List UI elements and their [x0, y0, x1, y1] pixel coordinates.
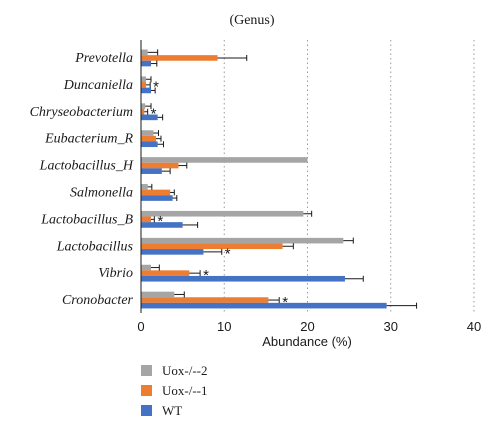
- legend-swatch: [141, 365, 152, 376]
- bar: [141, 60, 151, 67]
- bar: [141, 49, 148, 56]
- x-tick-label: 0: [137, 319, 144, 334]
- bar: [141, 157, 308, 163]
- bar: [141, 302, 387, 309]
- chart-title: (Genus): [229, 13, 274, 28]
- legend-swatch: [141, 405, 152, 416]
- bar: [141, 291, 175, 298]
- bar: [141, 264, 151, 271]
- category-label: Prevotella: [74, 51, 133, 66]
- x-axis-title: Abundance (%): [262, 334, 352, 349]
- bar: [141, 237, 344, 244]
- error-bars: [144, 49, 418, 309]
- bar: [141, 297, 269, 303]
- bar: [141, 270, 190, 276]
- bar: [141, 249, 204, 255]
- legend-swatch: [141, 385, 152, 396]
- bar: [141, 243, 283, 250]
- category-label: Cronobacter: [62, 293, 134, 308]
- x-tick-label: 40: [467, 319, 481, 334]
- bar: [141, 141, 158, 148]
- grid: [223, 40, 475, 313]
- significance-marker: *: [282, 294, 288, 311]
- bars: [141, 49, 387, 309]
- bar: [141, 275, 345, 282]
- x-tick-label: 30: [384, 319, 398, 334]
- category-label: Vibrio: [98, 266, 133, 281]
- legend-label: Uox-/--2: [162, 363, 208, 378]
- category-label: Lactobacillus: [56, 239, 134, 254]
- category-label: Duncaniella: [63, 78, 133, 93]
- bar: [141, 195, 173, 201]
- bar: [141, 184, 148, 190]
- category-labels: Prevotella Duncaniella Chryseobacterium Eub…: [30, 51, 134, 308]
- significance-marker: *: [203, 267, 209, 284]
- bar: [141, 162, 179, 169]
- x-tick-label: 20: [300, 319, 314, 334]
- bar: [141, 216, 151, 223]
- category-label: Chryseobacterium: [30, 105, 133, 120]
- category-label: Lactobacillus_H: [39, 159, 134, 174]
- legend-label: Uox-/--1: [162, 383, 208, 398]
- annotations: * * * * * *: [151, 79, 289, 311]
- category-label: Salmonella: [70, 185, 133, 200]
- x-tick-label: 10: [217, 319, 231, 334]
- bar: [141, 135, 156, 142]
- significance-marker: *: [225, 246, 231, 263]
- bar: [141, 76, 146, 83]
- bar: [141, 168, 162, 174]
- bar: [141, 114, 158, 121]
- x-tick-labels: 0 10 20 30 40: [137, 319, 481, 334]
- bar: [141, 189, 171, 196]
- bar: [141, 108, 145, 115]
- significance-marker: *: [153, 79, 159, 96]
- legend-label: WT: [162, 403, 182, 418]
- bar: [141, 222, 183, 228]
- bar: [141, 82, 146, 88]
- bar: [141, 210, 304, 217]
- bar: [141, 55, 218, 61]
- bar: [141, 103, 146, 109]
- bar: [141, 87, 151, 94]
- legend: Uox-/--2 Uox-/--1 WT: [141, 363, 208, 418]
- bar: [141, 130, 154, 136]
- category-label: Eubacterium_R: [44, 132, 133, 147]
- category-label: Lactobacillus_B: [40, 212, 133, 227]
- significance-marker: *: [151, 106, 157, 123]
- significance-marker: *: [157, 213, 163, 230]
